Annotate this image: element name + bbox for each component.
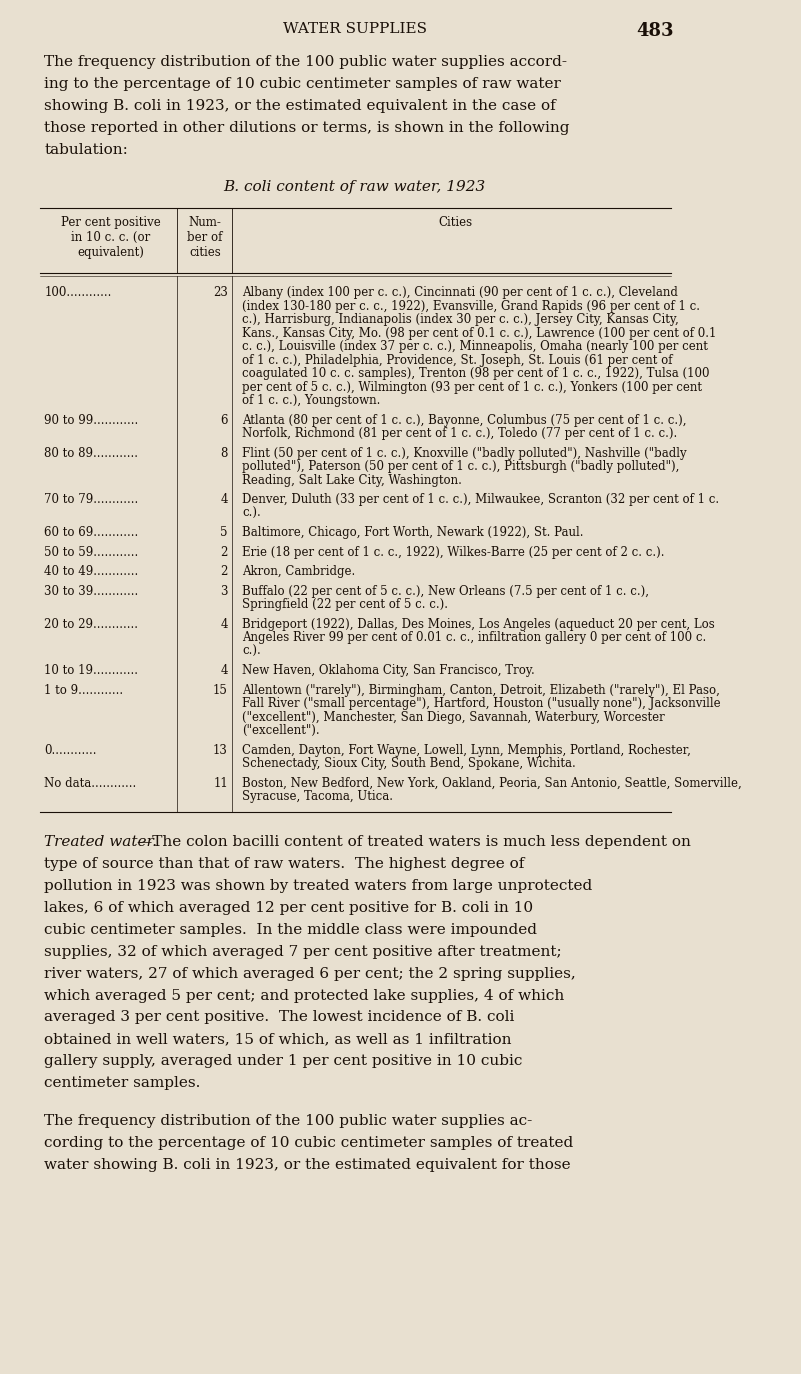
- Text: 100............: 100............: [44, 286, 111, 300]
- Text: Albany (index 100 per c. c.), Cincinnati (90 per cent of 1 c. c.), Cleveland: Albany (index 100 per c. c.), Cincinnati…: [242, 286, 678, 300]
- Text: 4: 4: [220, 617, 228, 631]
- Text: The frequency distribution of the 100 public water supplies accord-: The frequency distribution of the 100 pu…: [44, 55, 567, 69]
- Text: which averaged 5 per cent; and protected lake supplies, 4 of which: which averaged 5 per cent; and protected…: [44, 988, 565, 1003]
- Text: centimeter samples.: centimeter samples.: [44, 1076, 201, 1091]
- Text: those reported in other dilutions or terms, is shown in the following: those reported in other dilutions or ter…: [44, 121, 570, 135]
- Text: Syracuse, Tacoma, Utica.: Syracuse, Tacoma, Utica.: [242, 790, 393, 802]
- Text: c.).: c.).: [242, 644, 261, 658]
- Text: Fall River ("small percentage"), Hartford, Houston ("usually none"), Jacksonvill: Fall River ("small percentage"), Hartfor…: [242, 697, 721, 710]
- Text: river waters, 27 of which averaged 6 per cent; the 2 spring supplies,: river waters, 27 of which averaged 6 per…: [44, 966, 576, 981]
- Text: Allentown ("rarely"), Birmingham, Canton, Detroit, Elizabeth ("rarely"), El Paso: Allentown ("rarely"), Birmingham, Canton…: [242, 683, 720, 697]
- Text: 15: 15: [213, 683, 228, 697]
- Text: Erie (18 per cent of 1 c. c., 1922), Wilkes-Barre (25 per cent of 2 c. c.).: Erie (18 per cent of 1 c. c., 1922), Wil…: [242, 545, 665, 558]
- Text: c.), Harrisburg, Indianapolis (index 30 per c. c.), Jersey City, Kansas City,: c.), Harrisburg, Indianapolis (index 30 …: [242, 313, 679, 326]
- Text: Schenectady, Sioux City, South Bend, Spokane, Wichita.: Schenectady, Sioux City, South Bend, Spo…: [242, 757, 576, 769]
- Text: of 1 c. c.), Philadelphia, Providence, St. Joseph, St. Louis (61 per cent of: of 1 c. c.), Philadelphia, Providence, S…: [242, 353, 673, 367]
- Text: 50 to 59............: 50 to 59............: [44, 545, 139, 558]
- Text: ("excellent").: ("excellent").: [242, 724, 320, 736]
- Text: showing B. coli in 1923, or the estimated equivalent in the case of: showing B. coli in 1923, or the estimate…: [44, 99, 556, 113]
- Text: 60 to 69............: 60 to 69............: [44, 526, 139, 539]
- Text: coagulated 10 c. c. samples), Trenton (98 per cent of 1 c. c., 1922), Tulsa (100: coagulated 10 c. c. samples), Trenton (9…: [242, 367, 710, 381]
- Text: New Haven, Oklahoma City, San Francisco, Troy.: New Haven, Oklahoma City, San Francisco,…: [242, 664, 535, 677]
- Text: cubic centimeter samples.  In the middle class were impounded: cubic centimeter samples. In the middle …: [44, 922, 537, 937]
- Text: polluted"), Paterson (50 per cent of 1 c. c.), Pittsburgh ("badly polluted"),: polluted"), Paterson (50 per cent of 1 c…: [242, 460, 679, 473]
- Text: tabulation:: tabulation:: [44, 143, 128, 157]
- Text: 70 to 79............: 70 to 79............: [44, 493, 139, 506]
- Text: 483: 483: [637, 22, 674, 40]
- Text: Norfolk, Richmond (81 per cent of 1 c. c.), Toledo (77 per cent of 1 c. c.).: Norfolk, Richmond (81 per cent of 1 c. c…: [242, 427, 678, 440]
- Text: 4: 4: [220, 664, 228, 677]
- Text: obtained in well waters, 15 of which, as well as 1 infiltration: obtained in well waters, 15 of which, as…: [44, 1032, 512, 1047]
- Text: averaged 3 per cent positive.  The lowest incidence of B. coli: averaged 3 per cent positive. The lowest…: [44, 1010, 515, 1025]
- Text: Per cent positive
in 10 c. c. (or
equivalent): Per cent positive in 10 c. c. (or equiva…: [61, 216, 161, 260]
- Text: water showing B. coli in 1923, or the estimated equivalent for those: water showing B. coli in 1923, or the es…: [44, 1157, 571, 1172]
- Text: ing to the percentage of 10 cubic centimeter samples of raw water: ing to the percentage of 10 cubic centim…: [44, 77, 562, 91]
- Text: 2: 2: [220, 565, 228, 578]
- Text: Baltimore, Chicago, Fort Worth, Newark (1922), St. Paul.: Baltimore, Chicago, Fort Worth, Newark (…: [242, 526, 584, 539]
- Text: 23: 23: [213, 286, 228, 300]
- Text: Angeles River 99 per cent of 0.01 c. c., infiltration gallery 0 per cent of 100 : Angeles River 99 per cent of 0.01 c. c.,…: [242, 631, 706, 644]
- Text: 80 to 89............: 80 to 89............: [44, 447, 139, 459]
- Text: 30 to 39............: 30 to 39............: [44, 584, 139, 598]
- Text: The frequency distribution of the 100 public water supplies ac-: The frequency distribution of the 100 pu…: [44, 1113, 533, 1128]
- Text: gallery supply, averaged under 1 per cent positive in 10 cubic: gallery supply, averaged under 1 per cen…: [44, 1054, 523, 1069]
- Text: Bridgeport (1922), Dallas, Des Moines, Los Angeles (aqueduct 20 per cent, Los: Bridgeport (1922), Dallas, Des Moines, L…: [242, 617, 714, 631]
- Text: type of source than that of raw waters.  The highest degree of: type of source than that of raw waters. …: [44, 856, 525, 871]
- Text: Num-
ber of
cities: Num- ber of cities: [187, 216, 223, 260]
- Text: lakes, 6 of which averaged 12 per cent positive for B. coli in 10: lakes, 6 of which averaged 12 per cent p…: [44, 900, 533, 915]
- Text: Atlanta (80 per cent of 1 c. c.), Bayonne, Columbus (75 per cent of 1 c. c.),: Atlanta (80 per cent of 1 c. c.), Bayonn…: [242, 414, 686, 426]
- Text: Flint (50 per cent of 1 c. c.), Knoxville ("badly polluted"), Nashville ("badly: Flint (50 per cent of 1 c. c.), Knoxvill…: [242, 447, 686, 459]
- Text: 3: 3: [220, 584, 228, 598]
- Text: 1 to 9............: 1 to 9............: [44, 683, 123, 697]
- Text: Akron, Cambridge.: Akron, Cambridge.: [242, 565, 356, 578]
- Text: per cent of 5 c. c.), Wilmington (93 per cent of 1 c. c.), Yonkers (100 per cent: per cent of 5 c. c.), Wilmington (93 per…: [242, 381, 702, 393]
- Text: Springfield (22 per cent of 5 c. c.).: Springfield (22 per cent of 5 c. c.).: [242, 598, 448, 611]
- Text: 90 to 99............: 90 to 99............: [44, 414, 139, 426]
- Text: c.).: c.).: [242, 507, 261, 519]
- Text: 8: 8: [220, 447, 228, 459]
- Text: pollution in 1923 was shown by treated waters from large unprotected: pollution in 1923 was shown by treated w…: [44, 878, 593, 893]
- Text: 11: 11: [213, 776, 228, 790]
- Text: cording to the percentage of 10 cubic centimeter samples of treated: cording to the percentage of 10 cubic ce…: [44, 1135, 574, 1150]
- Text: Reading, Salt Lake City, Washington.: Reading, Salt Lake City, Washington.: [242, 474, 462, 486]
- Text: 6: 6: [220, 414, 228, 426]
- Text: Denver, Duluth (33 per cent of 1 c. c.), Milwaukee, Scranton (32 per cent of 1 c: Denver, Duluth (33 per cent of 1 c. c.),…: [242, 493, 719, 506]
- Text: Cities: Cities: [438, 216, 472, 229]
- Text: Buffalo (22 per cent of 5 c. c.), New Orleans (7.5 per cent of 1 c. c.),: Buffalo (22 per cent of 5 c. c.), New Or…: [242, 584, 649, 598]
- Text: WATER SUPPLIES: WATER SUPPLIES: [283, 22, 427, 36]
- Text: supplies, 32 of which averaged 7 per cent positive after treatment;: supplies, 32 of which averaged 7 per cen…: [44, 944, 562, 959]
- Text: Kans., Kansas City, Mo. (98 per cent of 0.1 c. c.), Lawrence (100 per cent of 0.: Kans., Kansas City, Mo. (98 per cent of …: [242, 327, 717, 339]
- Text: B. coli content of raw water, 1923: B. coli content of raw water, 1923: [223, 180, 486, 194]
- Text: ("excellent"), Manchester, San Diego, Savannah, Waterbury, Worcester: ("excellent"), Manchester, San Diego, Sa…: [242, 710, 665, 724]
- Text: 2: 2: [220, 545, 228, 558]
- Text: (index 130-180 per c. c., 1922), Evansville, Grand Rapids (96 per cent of 1 c.: (index 130-180 per c. c., 1922), Evansvi…: [242, 300, 700, 312]
- Text: 40 to 49............: 40 to 49............: [44, 565, 139, 578]
- Text: of 1 c. c.), Youngstown.: of 1 c. c.), Youngstown.: [242, 394, 380, 407]
- Text: Treated water.: Treated water.: [44, 834, 157, 849]
- Text: 5: 5: [220, 526, 228, 539]
- Text: 10 to 19............: 10 to 19............: [44, 664, 139, 677]
- Text: 4: 4: [220, 493, 228, 506]
- Text: Camden, Dayton, Fort Wayne, Lowell, Lynn, Memphis, Portland, Rochester,: Camden, Dayton, Fort Wayne, Lowell, Lynn…: [242, 743, 691, 757]
- Text: —The colon bacilli content of treated waters is much less dependent on: —The colon bacilli content of treated wa…: [138, 834, 691, 849]
- Text: No data............: No data............: [44, 776, 137, 790]
- Text: 20 to 29............: 20 to 29............: [44, 617, 139, 631]
- Text: 13: 13: [213, 743, 228, 757]
- Text: 0............: 0............: [44, 743, 97, 757]
- Text: c. c.), Louisville (index 37 per c. c.), Minneapolis, Omaha (nearly 100 per cent: c. c.), Louisville (index 37 per c. c.),…: [242, 339, 708, 353]
- Text: Boston, New Bedford, New York, Oakland, Peoria, San Antonio, Seattle, Somerville: Boston, New Bedford, New York, Oakland, …: [242, 776, 742, 790]
